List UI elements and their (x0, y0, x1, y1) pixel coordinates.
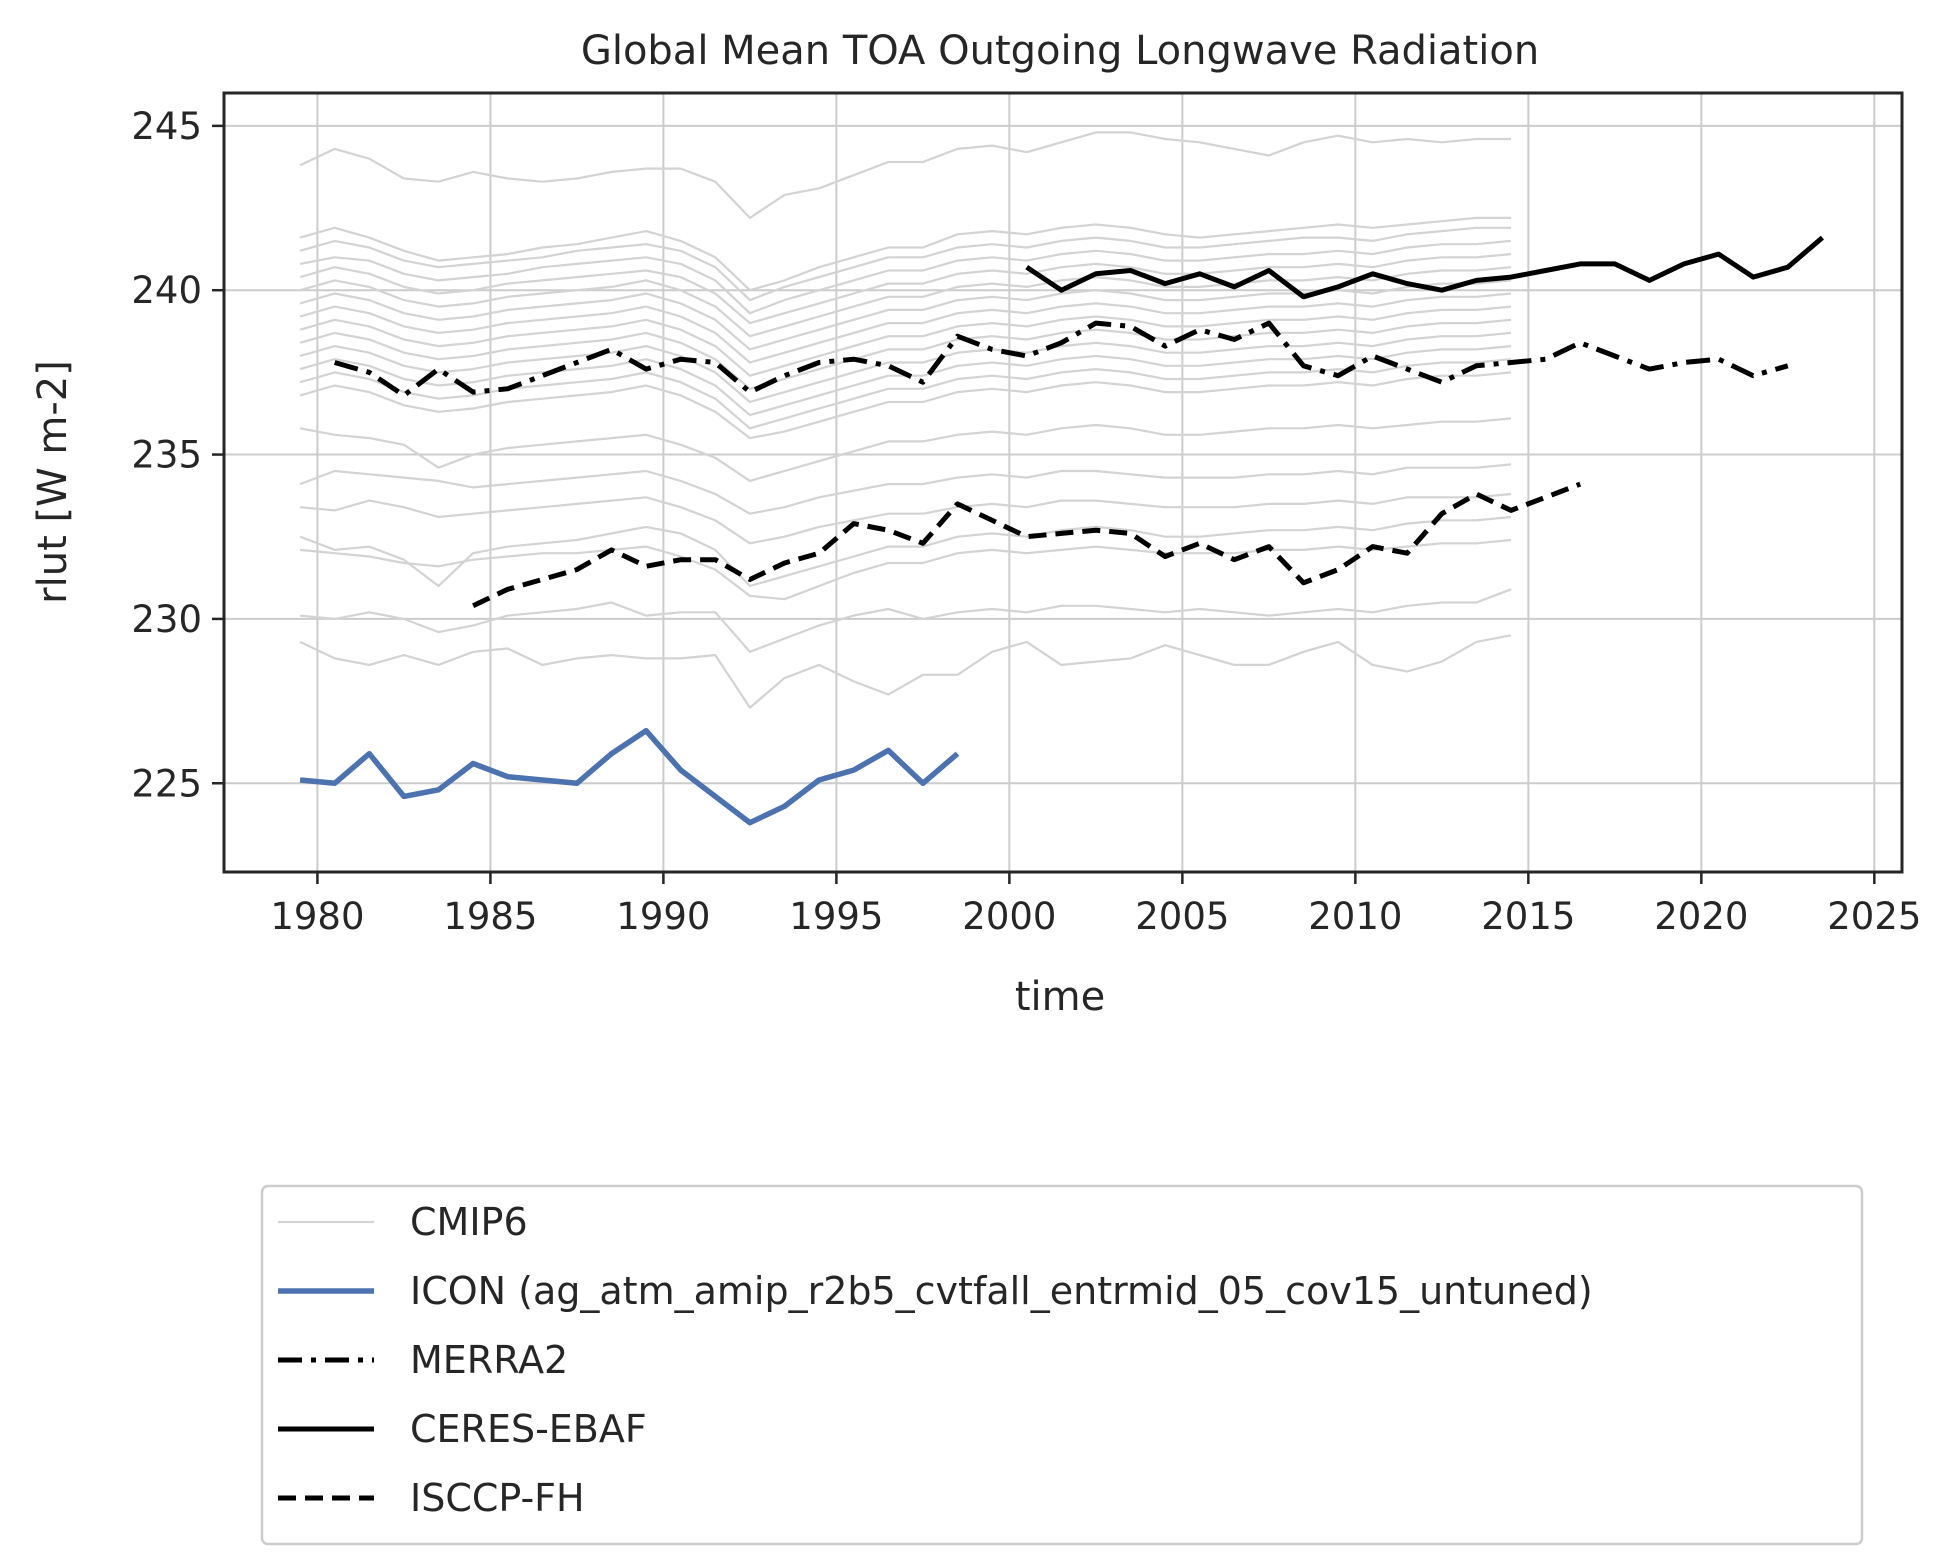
chart-title: Global Mean TOA Outgoing Longwave Radiat… (581, 28, 1539, 74)
cmip6-member-line (299, 634, 1512, 709)
cmip6-member-line (299, 358, 1512, 430)
x-tick-label: 1985 (443, 895, 537, 938)
y-tick-label: 240 (131, 269, 202, 312)
cmip6-member-line (299, 318, 1512, 390)
cmip6-member-line (299, 588, 1512, 653)
cmip6-member-line (299, 463, 1512, 515)
legend-items: CMIP6 ICON (ag_atm_amip_r2b5_cvtfall_entr… (278, 1200, 1593, 1520)
x-tick-label: 1980 (270, 895, 364, 938)
legend-label: CERES-EBAF (410, 1407, 647, 1451)
cmip6-member-line (299, 538, 1512, 601)
legend: CMIP6 ICON (ag_atm_amip_r2b5_cvtfall_entr… (260, 1184, 1864, 1546)
y-tick-label: 245 (131, 105, 202, 148)
cmip6-member-line (299, 492, 1512, 545)
grid (224, 93, 1902, 872)
series-lines (299, 235, 1825, 826)
cmip6-member-line (299, 131, 1511, 219)
x-axis-ticks: 1980 1985 1990 1995 2000 2005 2010 2015 2020 2025 (270, 872, 1921, 938)
y-tick-label: 225 (131, 762, 202, 805)
legend-label: MERRA2 (410, 1338, 568, 1382)
cmip6-member-line (299, 345, 1512, 417)
legend-frame (260, 1184, 1864, 1546)
legend-label: ISCCP-FH (410, 1476, 585, 1520)
x-tick-label: 2020 (1654, 895, 1748, 938)
cmip6-member-line (299, 371, 1512, 440)
legend-label: CMIP6 (410, 1200, 528, 1244)
x-tick-label: 1995 (789, 895, 883, 938)
x-tick-label: 2005 (1135, 895, 1229, 938)
plot-frame (222, 91, 1904, 874)
cmip6-member-line (299, 253, 1512, 325)
series-line-ceres-ebaf (1025, 235, 1825, 300)
cmip6-member-line (299, 417, 1512, 482)
y-tick-label: 230 (131, 598, 202, 641)
cmip6-member-line (299, 216, 1511, 292)
y-axis-ticks: 225 230 235 240 245 (131, 105, 224, 805)
cmip6-lines (299, 131, 1512, 709)
y-axis-label: rlut [W m-2] (30, 360, 76, 604)
cmip6-member-line (299, 292, 1512, 364)
cmip6-member-line (299, 266, 1512, 338)
cmip6-member-line (299, 515, 1512, 588)
series-line-icon (299, 727, 960, 826)
x-axis-label: time (1015, 974, 1105, 1020)
cmip6-member-line (299, 239, 1512, 315)
cmip6-member-line (299, 226, 1511, 302)
x-tick-label: 2010 (1308, 895, 1402, 938)
x-tick-label: 2015 (1481, 895, 1575, 938)
series-line-merra2 (334, 320, 1789, 398)
series-line-isccp-fh (472, 481, 1582, 609)
y-tick-label: 235 (131, 434, 202, 477)
legend-label: ICON (ag_atm_amip_r2b5_cvtfall_entrmid_0… (410, 1269, 1593, 1313)
cmip6-member-line (299, 305, 1512, 377)
cmip6-member-line (299, 331, 1512, 404)
x-tick-label: 1990 (616, 895, 710, 938)
x-tick-label: 2000 (962, 895, 1056, 938)
x-tick-label: 2025 (1827, 895, 1921, 938)
